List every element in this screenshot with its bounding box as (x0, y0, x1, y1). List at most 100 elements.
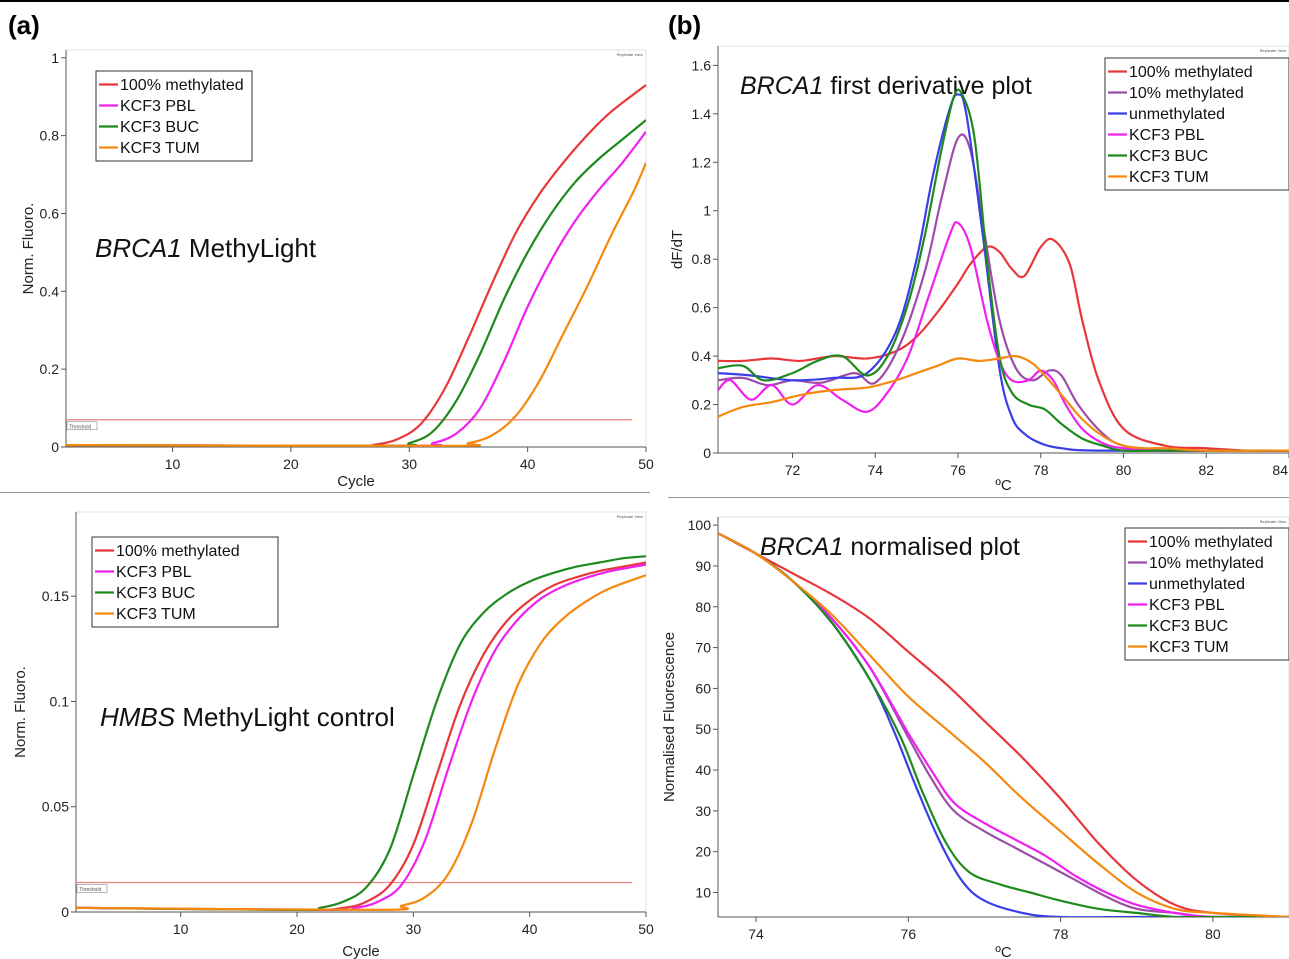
legend-label-kcf3-buc: KCF3 BUC (120, 119, 199, 136)
y-tick-label: 0 (703, 445, 711, 461)
corner-label: Replicate View (1260, 48, 1286, 53)
y-tick-label: 0.2 (40, 361, 60, 377)
y-tick-label: 1 (703, 203, 711, 219)
corner-label: Replicate View (617, 514, 643, 519)
legend-label-unmethylated: unmethylated (1149, 576, 1245, 593)
top-rule (0, 0, 1289, 2)
x-tick-label: 20 (289, 921, 305, 937)
legend-label-kcf3-buc: KCF3 BUC (1149, 618, 1228, 635)
y-tick-label: 0 (51, 439, 59, 455)
y-axis-label: Normalised Fluorescence (661, 632, 678, 802)
y-tick-label: 90 (695, 558, 711, 574)
chart-hmbs-methylight-control: Replicate View 0 0.05 0.1 0.15 10 20 30 40 50 Cycl… (12, 511, 654, 959)
x-tick-label: 10 (173, 921, 189, 937)
x-tick-label: 50 (638, 921, 654, 937)
panel-label-a: (a) (8, 10, 40, 40)
legend-box (1104, 57, 1289, 191)
x-tick-label: 74 (867, 462, 883, 478)
threshold-label-box (66, 421, 98, 431)
y-tick-label: 0.4 (40, 283, 60, 299)
x-tick-label: 20 (283, 456, 299, 472)
legend-box (95, 70, 253, 162)
series-line-100pct-methylated (76, 561, 646, 911)
legend-label-kcf3-buc: KCF3 BUC (116, 585, 195, 602)
chart-title-italic: BRCA1 (95, 233, 182, 263)
y-tick-label: 1.4 (692, 106, 712, 122)
y-tick-label: 10 (695, 885, 711, 901)
chart-title: BRCA1 normalised plot (760, 533, 1020, 561)
panel-label-b: (b) (668, 10, 702, 40)
chart-title-italic: HMBS (100, 702, 176, 732)
chart-title-italic: BRCA1 (760, 533, 843, 561)
chart-title: HMBS MethyLight control (100, 702, 395, 732)
legend-label-kcf3-pbl: KCF3 PBL (1149, 597, 1225, 614)
corner-label: Replicate View (1260, 519, 1286, 524)
series-group (718, 532, 1289, 917)
corner-label: Replicate View (617, 52, 643, 57)
x-axis-label: ºC (995, 944, 1011, 959)
chart-title-rest: MethyLight control (175, 702, 395, 732)
y-tick-label: 0.8 (40, 128, 60, 144)
y-tick-label: 1 (51, 50, 59, 66)
series-line-kcf3-tum (76, 574, 646, 912)
y-tick-label: 0.2 (692, 397, 712, 413)
x-tick-label: 74 (748, 926, 764, 942)
y-tick-label: 20 (695, 844, 711, 860)
y-tick-label: 1.6 (692, 57, 712, 73)
legend-label-100pct-methylated: 100% methylated (1149, 534, 1273, 551)
legend-box (91, 536, 279, 628)
series-line-kcf3-buc (76, 555, 646, 911)
legend-label-kcf3-tum: KCF3 TUM (1149, 639, 1229, 656)
chart-title: BRCA1 MethyLight (95, 233, 317, 263)
y-tick-label: 70 (695, 640, 711, 656)
legend-label-kcf3-tum: KCF3 TUM (1129, 169, 1209, 186)
legend-label-100pct-methylated: 100% methylated (120, 77, 244, 94)
chart-title-rest: normalised plot (843, 533, 1020, 561)
x-tick-label: 80 (1116, 462, 1132, 478)
x-tick-label: 30 (406, 921, 422, 937)
separator-left (0, 492, 650, 493)
y-tick-label: 0.15 (42, 588, 69, 604)
x-tick-label: 50 (638, 456, 654, 472)
x-tick-label: 40 (522, 921, 538, 937)
series-line-100pct-methylated (718, 532, 1289, 917)
series-group (76, 555, 646, 912)
chart-title-rest: first derivative plot (823, 72, 1031, 100)
y-tick-label: 0.6 (692, 300, 712, 316)
legend-label-kcf3-pbl: KCF3 PBL (120, 98, 196, 115)
y-tick-label: 50 (695, 721, 711, 737)
series-line-kcf3-buc (718, 88, 1289, 453)
y-tick-label: 30 (695, 803, 711, 819)
series-line-kcf3-buc (718, 532, 1289, 917)
x-axis-label: ºC (995, 477, 1011, 494)
legend-label-unmethylated: unmethylated (1129, 106, 1225, 123)
x-tick-label: 40 (520, 456, 536, 472)
y-tick-label: 100 (688, 517, 712, 533)
x-axis-label: Cycle (337, 473, 375, 490)
series-line-kcf3-pbl (718, 221, 1289, 452)
y-tick-label: 0.4 (692, 348, 712, 364)
legend-label-kcf3-tum: KCF3 TUM (120, 140, 200, 157)
x-tick-label: 76 (950, 462, 966, 478)
y-tick-label: 60 (695, 680, 711, 696)
x-axis-label: Cycle (342, 943, 380, 959)
y-tick-label: 0.6 (40, 205, 60, 221)
x-tick-label: 76 (901, 926, 917, 942)
y-tick-label: 1.2 (692, 154, 712, 170)
x-tick-label: 78 (1033, 462, 1049, 478)
series-line-kcf3-tum (718, 532, 1289, 917)
x-tick-label: 30 (401, 456, 417, 472)
y-tick-label: 80 (695, 599, 711, 615)
threshold-label: Threshold (69, 424, 91, 430)
series-line-kcf3-tum (66, 162, 646, 447)
chart-brca1-normalised: Replicate View 10 20 30 40 50 60 70 80 90 100 74 76 7… (661, 516, 1289, 959)
x-tick-label: 78 (1053, 926, 1069, 942)
legend-label-10pct-methylated: 10% methylated (1149, 555, 1264, 572)
y-tick-label: 40 (695, 762, 711, 778)
chart-title-italic: BRCA1 (740, 72, 823, 100)
x-tick-label: 80 (1205, 926, 1221, 942)
legend-label-10pct-methylated: 10% methylated (1129, 85, 1244, 102)
series-line-kcf3-pbl (718, 532, 1289, 917)
legend-label-kcf3-tum: KCF3 TUM (116, 606, 196, 623)
y-axis-label: dF/dT (669, 230, 686, 269)
